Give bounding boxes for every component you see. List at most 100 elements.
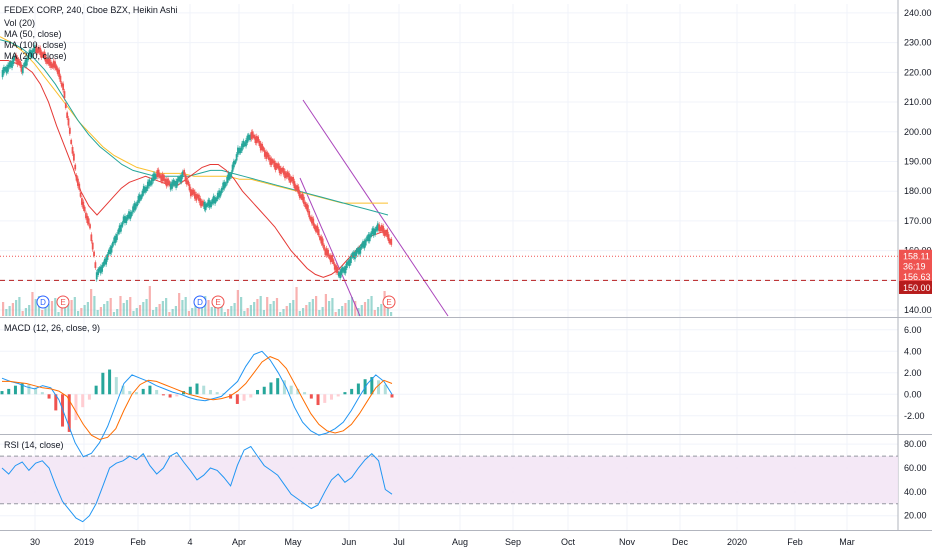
candle[interactable]	[97, 269, 99, 276]
candle[interactable]	[386, 230, 389, 238]
candle[interactable]	[39, 47, 42, 56]
candle[interactable]	[98, 267, 101, 272]
candle[interactable]	[164, 178, 167, 184]
candle[interactable]	[185, 177, 188, 185]
candle[interactable]	[327, 249, 329, 256]
candle[interactable]	[3, 66, 5, 74]
candle[interactable]	[272, 159, 274, 164]
candle[interactable]	[28, 50, 31, 56]
candle[interactable]	[235, 154, 238, 161]
candle[interactable]	[223, 181, 226, 189]
candle[interactable]	[54, 61, 56, 69]
candle[interactable]	[31, 50, 34, 57]
candle[interactable]	[311, 216, 313, 224]
candle[interactable]	[380, 225, 383, 231]
candle[interactable]	[68, 127, 71, 134]
candle[interactable]	[82, 201, 85, 209]
candle[interactable]	[109, 247, 112, 255]
candle[interactable]	[142, 186, 145, 194]
candle[interactable]	[125, 217, 128, 223]
candle[interactable]	[247, 134, 250, 140]
candle[interactable]	[59, 75, 62, 82]
candle[interactable]	[129, 212, 132, 219]
candle[interactable]	[242, 140, 245, 148]
candle[interactable]	[25, 58, 28, 66]
candle[interactable]	[181, 171, 184, 177]
candle[interactable]	[35, 46, 38, 54]
candle[interactable]	[167, 178, 169, 186]
candle[interactable]	[42, 52, 44, 57]
candle[interactable]	[120, 224, 122, 232]
candle[interactable]	[227, 173, 230, 181]
candle[interactable]	[284, 171, 286, 179]
candle[interactable]	[90, 234, 93, 242]
candle[interactable]	[352, 252, 355, 258]
candle[interactable]	[55, 65, 58, 71]
earnings-marker[interactable]	[382, 295, 396, 309]
candle[interactable]	[113, 237, 116, 244]
candle[interactable]	[175, 180, 177, 188]
candle[interactable]	[83, 206, 86, 212]
candle[interactable]	[323, 244, 325, 250]
candle[interactable]	[172, 179, 175, 186]
candle[interactable]	[233, 160, 235, 168]
candle[interactable]	[222, 182, 225, 190]
candle[interactable]	[306, 205, 309, 213]
candle[interactable]	[325, 248, 328, 256]
candle[interactable]	[363, 241, 366, 249]
candle[interactable]	[208, 200, 211, 208]
candle[interactable]	[331, 254, 333, 262]
candle[interactable]	[27, 55, 30, 61]
candle[interactable]	[85, 212, 87, 219]
candle[interactable]	[239, 147, 242, 154]
candle[interactable]	[300, 194, 303, 199]
candle[interactable]	[23, 63, 26, 67]
candle[interactable]	[184, 174, 187, 182]
candle[interactable]	[241, 143, 243, 151]
earnings-marker[interactable]	[56, 295, 70, 309]
candle[interactable]	[249, 135, 251, 141]
candle[interactable]	[317, 229, 320, 236]
candle[interactable]	[382, 226, 385, 234]
candle[interactable]	[15, 54, 17, 62]
candle[interactable]	[354, 252, 356, 260]
candle[interactable]	[36, 48, 39, 54]
candle[interactable]	[335, 265, 338, 273]
candle[interactable]	[51, 63, 54, 68]
candle[interactable]	[152, 173, 155, 182]
candle[interactable]	[204, 203, 207, 211]
candle[interactable]	[46, 58, 48, 64]
candle[interactable]	[145, 186, 148, 192]
candle[interactable]	[19, 60, 21, 67]
candle[interactable]	[206, 203, 208, 207]
candle[interactable]	[202, 200, 204, 206]
candle[interactable]	[278, 165, 281, 173]
candle[interactable]	[340, 268, 343, 276]
candle[interactable]	[103, 258, 106, 265]
candle[interactable]	[316, 225, 319, 233]
candle[interactable]	[203, 201, 206, 210]
candle[interactable]	[339, 271, 342, 279]
dividend-marker[interactable]	[193, 295, 207, 309]
candle[interactable]	[159, 173, 161, 178]
candle[interactable]	[261, 143, 264, 151]
candle[interactable]	[243, 142, 246, 146]
candle[interactable]	[328, 254, 331, 259]
candle[interactable]	[296, 185, 299, 191]
candle[interactable]	[246, 135, 249, 143]
candle[interactable]	[102, 262, 105, 267]
candle[interactable]	[308, 211, 311, 218]
candle[interactable]	[124, 215, 126, 224]
candle[interactable]	[5, 66, 8, 74]
candle[interactable]	[87, 218, 90, 225]
candle[interactable]	[130, 211, 133, 217]
candle[interactable]	[387, 234, 390, 241]
candle[interactable]	[169, 183, 172, 190]
candle[interactable]	[219, 191, 222, 197]
candle[interactable]	[75, 175, 78, 181]
time-axis[interactable]: 30 2019 Feb 4 Apr May Jun Jul Aug Sep Oct Nov Dec 202…	[30, 537, 855, 547]
candle[interactable]	[289, 176, 292, 183]
candle[interactable]	[305, 203, 308, 210]
candle[interactable]	[274, 162, 277, 171]
